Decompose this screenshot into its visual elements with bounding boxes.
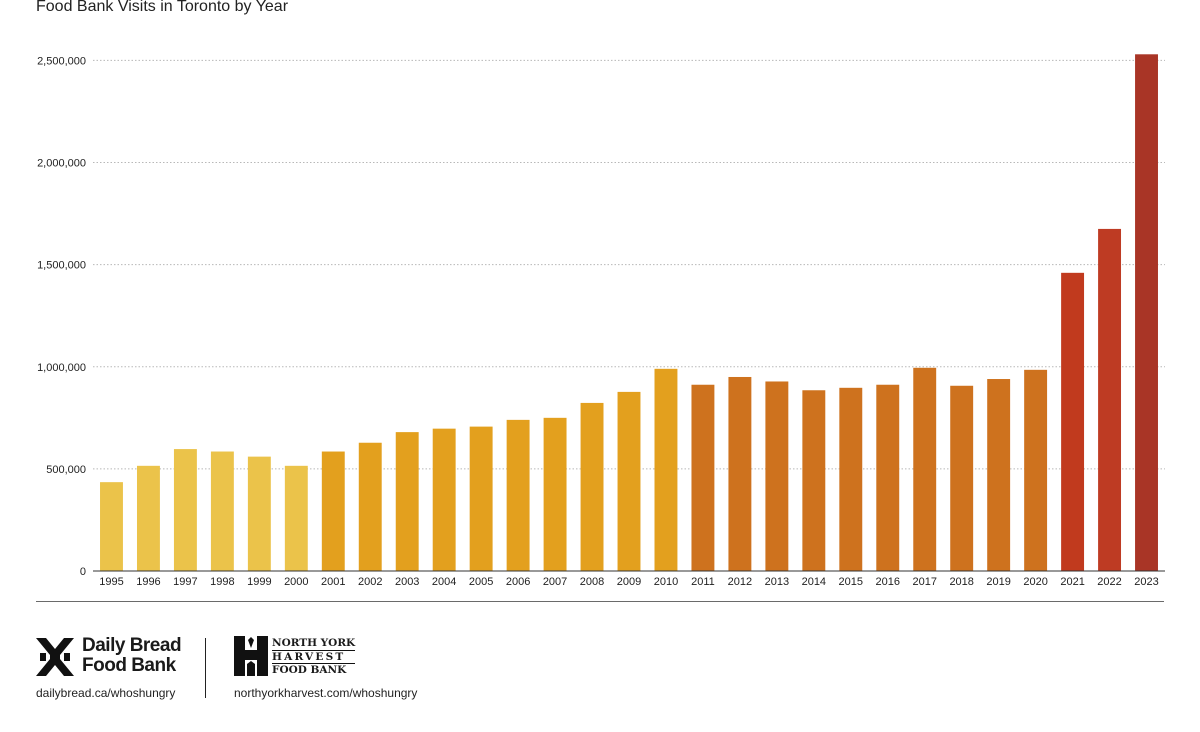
- daily-bread-name-line2: Food Bank: [82, 655, 176, 676]
- bar-1998: [210, 451, 234, 571]
- x-tick-label: 2019: [986, 576, 1010, 588]
- bar-2006: [506, 419, 530, 571]
- y-axis-tick-labels: 0 500,000 1,000,000 1,500,000 2,000,000 2,500…: [37, 55, 86, 578]
- x-tick-label: 2012: [728, 576, 752, 588]
- bar-2015: [839, 387, 863, 571]
- daily-bread-url-link[interactable]: dailybread.ca/whoshungry: [36, 686, 176, 700]
- x-tick-label: 2013: [765, 576, 789, 588]
- x-tick-label: 2023: [1134, 576, 1158, 588]
- bar-2011: [691, 384, 715, 571]
- bars: [100, 54, 1158, 572]
- x-tick-label: 2007: [543, 576, 567, 588]
- daily-bread-name-line1: Daily Bread: [82, 635, 182, 656]
- x-tick-label: 2003: [395, 576, 419, 588]
- bar-1995: [100, 482, 123, 571]
- bar-2014: [802, 390, 826, 571]
- x-tick-label: 1997: [173, 576, 197, 588]
- bar-2013: [765, 381, 789, 571]
- x-axis-tick-labels: 1995 1996 1997 1998 1999 2000 2001 2002 2003 2004…: [99, 576, 1159, 588]
- x-tick-label: 2000: [284, 576, 308, 588]
- x-tick-label: 2001: [321, 576, 345, 588]
- x-tick-label: 1995: [99, 576, 123, 588]
- nyh-name-line2: HARVEST: [272, 649, 356, 664]
- bar-2021: [1061, 272, 1085, 571]
- bar-2022: [1098, 228, 1122, 572]
- y-tick-label: 500,000: [46, 464, 86, 476]
- x-tick-label: 1996: [136, 576, 160, 588]
- bar-2012: [728, 376, 752, 571]
- x-tick-label: 2006: [506, 576, 530, 588]
- x-tick-label: 2017: [912, 576, 936, 588]
- x-tick-label: 1998: [210, 576, 234, 588]
- x-tick-label: 2015: [839, 576, 863, 588]
- bar-1999: [247, 456, 271, 571]
- bar-2018: [950, 385, 974, 571]
- x-tick-label: 2011: [691, 576, 715, 588]
- x-tick-label: 2010: [654, 576, 678, 588]
- y-tick-label: 1,000,000: [37, 362, 86, 374]
- bar-2023: [1135, 54, 1158, 572]
- x-tick-label: 2002: [358, 576, 382, 588]
- bar-2020: [1024, 369, 1048, 571]
- logo-divider: [205, 638, 206, 698]
- north-york-harvest-url-link[interactable]: northyorkharvest.com/whoshungry: [234, 686, 418, 700]
- bar-2019: [987, 379, 1011, 571]
- north-york-harvest-name: NORTH YORK HARVEST FOOD BANK: [272, 637, 356, 677]
- bar-2010: [654, 368, 678, 571]
- y-tick-label: 2,000,000: [37, 158, 86, 170]
- x-tick-label: 2008: [580, 576, 604, 588]
- y-tick-label: 0: [80, 566, 86, 578]
- daily-bread-name: Daily Bread Food Bank: [82, 635, 182, 676]
- x-tick-label: 2021: [1060, 576, 1084, 588]
- bar-2016: [876, 384, 900, 571]
- bar-2007: [543, 417, 567, 571]
- bar-1996: [136, 465, 160, 571]
- bar-2002: [358, 442, 382, 571]
- north-york-harvest-logo-icon: [234, 636, 268, 676]
- x-tick-label: 2020: [1023, 576, 1047, 588]
- chart-title: Food Bank Visits in Toronto by Year: [36, 0, 289, 15]
- nyh-name-line3: FOOD BANK: [272, 664, 347, 676]
- bar-2001: [321, 451, 345, 571]
- bar-2009: [617, 391, 641, 571]
- bar-2017: [913, 367, 937, 571]
- bar-2000: [284, 465, 308, 571]
- x-tick-label: 2005: [469, 576, 493, 588]
- nyh-name-line1: NORTH YORK: [272, 637, 356, 649]
- y-tick-label: 1,500,000: [37, 260, 86, 272]
- x-tick-label: 2022: [1097, 576, 1121, 588]
- x-tick-label: 2016: [876, 576, 900, 588]
- bar-chart: 0 500,000 1,000,000 1,500,000 2,000,000 2,500…: [37, 54, 1165, 588]
- bar-2004: [432, 428, 456, 571]
- daily-bread-x-logo-icon: [36, 638, 74, 676]
- bar-2008: [580, 402, 604, 571]
- x-tick-label: 2004: [432, 576, 456, 588]
- x-tick-label: 2018: [949, 576, 973, 588]
- x-tick-label: 2009: [617, 576, 641, 588]
- bar-2005: [469, 426, 493, 571]
- bar-1997: [173, 449, 197, 571]
- footer-divider-line: [36, 601, 1164, 602]
- x-tick-label: 2014: [802, 576, 826, 588]
- y-tick-label: 2,500,000: [37, 55, 86, 67]
- bar-2003: [395, 432, 419, 571]
- x-tick-label: 1999: [247, 576, 271, 588]
